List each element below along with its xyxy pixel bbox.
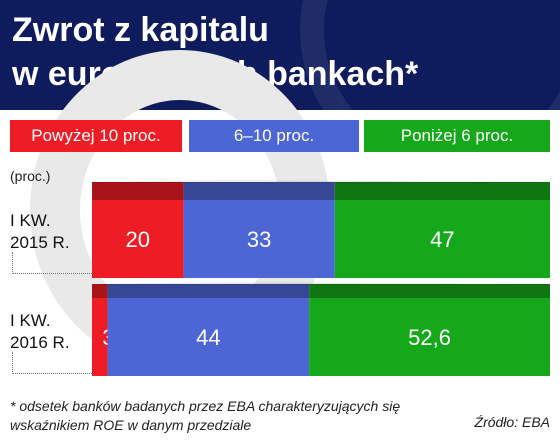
legend-item-high: Powyżej 10 proc. (10, 120, 182, 152)
data-label: 52,6 (408, 325, 451, 350)
bar-top-edge (92, 180, 550, 183)
row-leader-2016 (12, 352, 92, 374)
bar-top-edge (92, 282, 550, 285)
bar-top-face (183, 182, 335, 200)
bar-segment (92, 298, 108, 376)
data-label: 44 (196, 325, 220, 350)
footnote: * odsetek banków badanych przez EBA char… (10, 398, 401, 433)
bar-top-face (92, 284, 108, 298)
legend-label-low: Poniżej 6 proc. (400, 126, 514, 145)
bar-segment (334, 200, 550, 278)
data-label: 47 (430, 227, 454, 252)
unit-label: (proc.) (10, 168, 51, 184)
source-note: Źródło: EBA (474, 414, 550, 430)
legend-item-mid: 6–10 proc. (189, 120, 359, 152)
bar-segment (309, 298, 550, 376)
row-label-2016: I KW. 2016 R. (10, 311, 70, 352)
bar-top-face (334, 182, 550, 200)
row-label-2015: I KW. 2015 R. (10, 211, 70, 252)
bar-segment (183, 200, 335, 278)
title-line-1: Zwrot z kapitalu (12, 11, 269, 49)
data-label: 33 (247, 227, 271, 252)
bar-top-face (92, 182, 184, 200)
bar-top-face (107, 284, 310, 298)
legend-label-high: Powyżej 10 proc. (31, 126, 161, 145)
legend-label-mid: 6–10 proc. (233, 126, 315, 145)
data-label: 20 (126, 227, 150, 252)
bar-segment (107, 298, 310, 376)
bar-top-face (309, 284, 550, 298)
legend-item-low: Poniżej 6 proc. (364, 120, 550, 152)
bar-segment (92, 200, 184, 278)
row-leader-2015 (12, 252, 92, 274)
